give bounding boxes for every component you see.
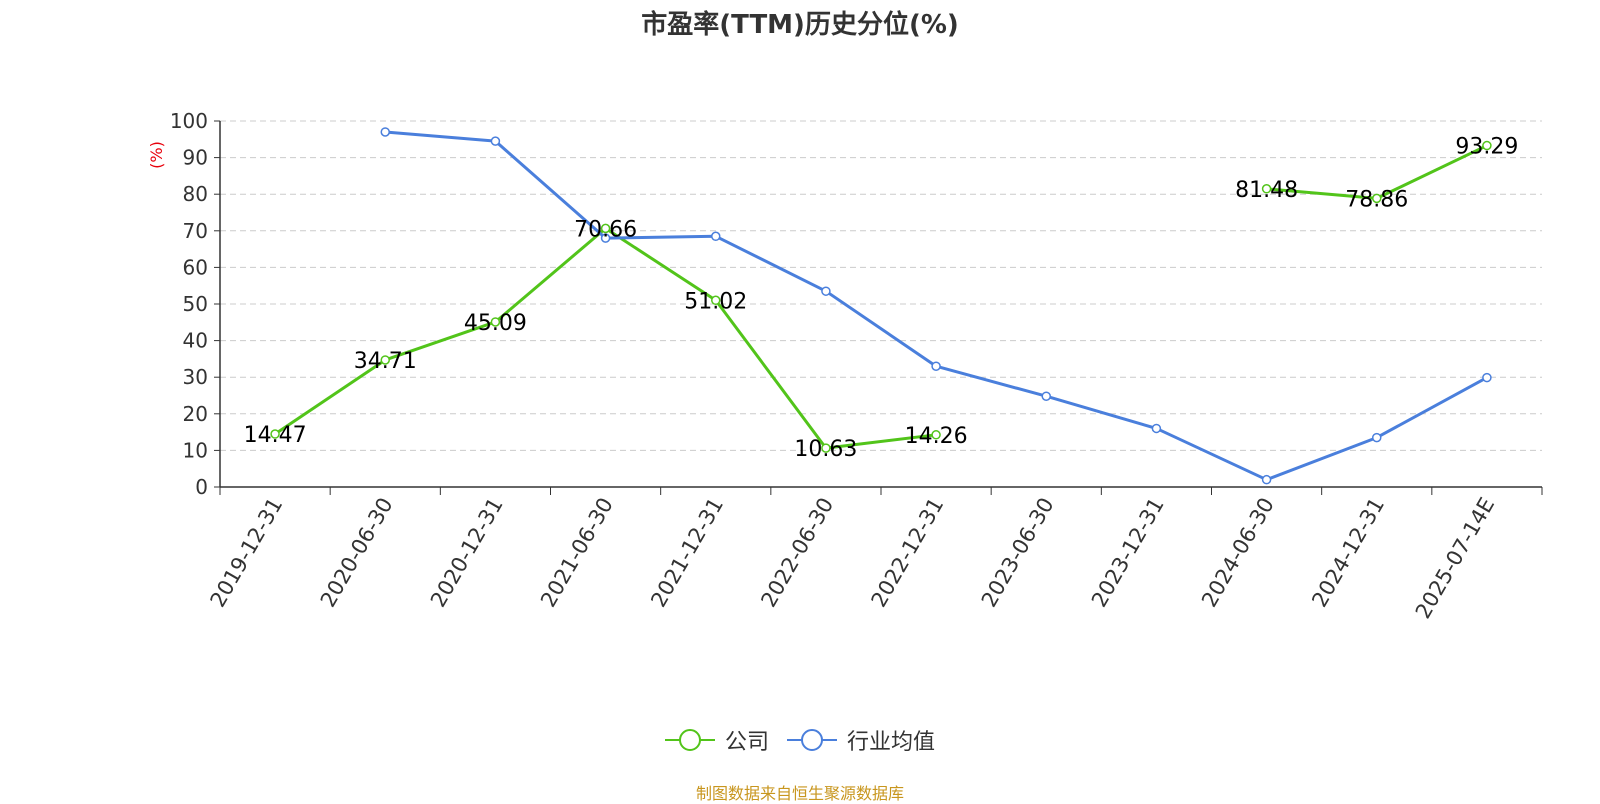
data-label: 81.48 <box>1235 178 1298 203</box>
data-label: 78.86 <box>1345 187 1408 212</box>
legend-label-company: 公司 <box>724 730 769 755</box>
data-point-industry <box>931 361 941 371</box>
y-axis-label: (%) <box>147 141 166 169</box>
chart-title: 市盈率(TTM)历史分位(%) <box>641 10 959 40</box>
data-label: 14.47 <box>244 423 307 448</box>
data-point-industry <box>1261 474 1272 485</box>
grid-lines <box>220 120 1542 451</box>
legend-item-company[interactable]: 公司 <box>664 724 769 756</box>
data-point-industry <box>821 286 831 296</box>
x-tick-label: 2025-07-14E <box>1411 494 1499 623</box>
data-point-industry <box>600 233 611 243</box>
x-tick-label: 2023-06-30 <box>977 494 1059 612</box>
data-point-company <box>270 429 280 439</box>
x-tick-label: 2020-06-30 <box>316 494 398 612</box>
data-label: 93.29 <box>1455 135 1518 160</box>
data-point-company <box>711 295 721 306</box>
x-tick-label: 2024-06-30 <box>1197 494 1279 612</box>
data-label: 51.02 <box>684 289 747 314</box>
legend-item-industry[interactable]: 行业均值 <box>787 724 935 756</box>
data-point-company <box>380 355 390 365</box>
data-point-company <box>1372 193 1382 204</box>
legend-company-line-circle-icon <box>664 729 715 751</box>
data-point-company <box>1261 184 1272 194</box>
data-label: 45.09 <box>464 311 527 336</box>
y-tick-label: 90 <box>183 146 208 170</box>
x-tick-label: 2020-12-31 <box>426 493 508 611</box>
data-point-industry <box>1041 391 1051 401</box>
x-tick-label: 2022-06-30 <box>756 494 838 612</box>
data-label: 34.71 <box>354 349 417 374</box>
data-point-industry <box>380 127 390 137</box>
x-tick-label: 2022-12-31 <box>867 493 949 611</box>
data-source-note: 制图数据来自恒生聚源数据库 <box>695 784 904 803</box>
data-point-company <box>1482 140 1492 151</box>
y-tick-label: 60 <box>183 255 208 279</box>
legend-industry-line-circle-icon <box>787 729 837 751</box>
y-tick-label: 30 <box>183 365 208 389</box>
data-point-industry <box>490 136 501 146</box>
y-tick-label: 70 <box>183 219 208 243</box>
data-point-company <box>490 317 501 327</box>
data-label: 10.63 <box>794 437 857 462</box>
x-tick-label: 2021-06-30 <box>536 494 618 612</box>
x-tick-label: 2021-12-31 <box>646 494 728 612</box>
y-tick-label: 0 <box>195 475 208 499</box>
data-point-company <box>600 223 611 234</box>
data-point-industry <box>711 231 721 242</box>
legend-label-industry: 行业均值 <box>847 730 936 755</box>
data-point-company <box>931 430 941 440</box>
y-tick-label: 10 <box>183 438 208 462</box>
y-tick-label: 50 <box>183 292 208 316</box>
legend: 公司 行业均值 <box>0 724 1600 756</box>
data-point-industry <box>1151 423 1162 434</box>
data-label: 14.26 <box>905 424 968 449</box>
data-label: 70.66 <box>574 217 637 242</box>
data-point-industry <box>1482 372 1492 383</box>
y-tick-label: 80 <box>183 182 208 206</box>
x-tick-label: 2024-12-31 <box>1307 494 1389 612</box>
y-tick-label: 40 <box>183 329 208 353</box>
data-point-company <box>821 443 831 453</box>
data-labels: 14.47 34.71 45.09 70.66 51.02 10.63 14.26 81.48… <box>244 135 1519 463</box>
data-point-industry <box>1372 432 1382 443</box>
y-tick-label: 20 <box>183 402 208 426</box>
series-line-company <box>274 226 937 450</box>
x-tick-label: 2019-12-31 <box>206 494 288 612</box>
y-tick-label: 100 <box>170 109 208 133</box>
series-lines <box>270 127 1492 485</box>
x-tick-label: 2023-12-31 <box>1087 494 1169 612</box>
